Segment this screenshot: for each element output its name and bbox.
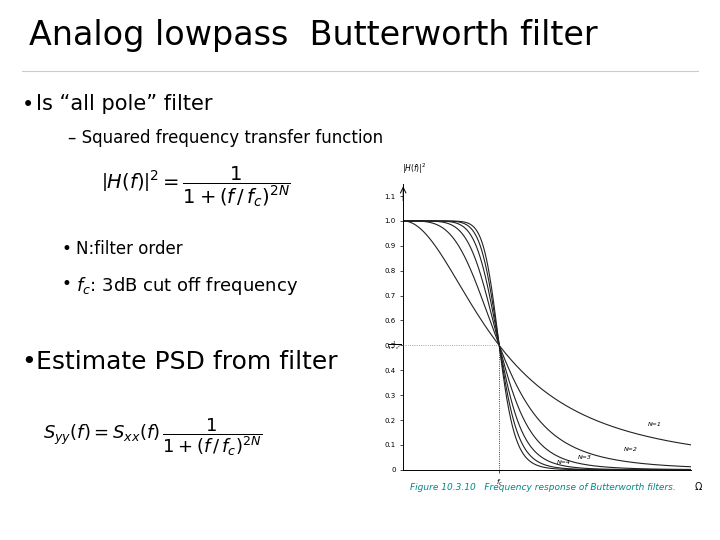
Text: Figure 10.3.10   Frequency response of Butterworth filters.: Figure 10.3.10 Frequency response of But… xyxy=(410,483,676,492)
Text: $|H(f)|^2$: $|H(f)|^2$ xyxy=(402,162,427,176)
Text: N:filter order: N:filter order xyxy=(76,240,182,258)
Text: N=3: N=3 xyxy=(578,455,592,460)
Text: $\left|H(f)\right|^2 = \dfrac{1}{1+\left(f\,/\,f_c\right)^{2N}}$: $\left|H(f)\right|^2 = \dfrac{1}{1+\left… xyxy=(101,164,291,209)
Text: Analog lowpass  Butterworth filter: Analog lowpass Butterworth filter xyxy=(29,19,598,52)
Text: N=2: N=2 xyxy=(624,447,638,453)
Text: •: • xyxy=(22,94,34,114)
Text: •: • xyxy=(61,240,71,258)
Text: •: • xyxy=(22,350,36,374)
Text: N=1: N=1 xyxy=(648,422,662,428)
Text: $f_c$: 3dB cut off frequency: $f_c$: 3dB cut off frequency xyxy=(76,275,297,298)
Text: $\Omega$: $\Omega$ xyxy=(694,480,703,492)
Text: $S_{yy}(f) = S_{xx}(f)\,\dfrac{1}{1+\left(f\,/\,f_c\right)^{2N}}$: $S_{yy}(f) = S_{xx}(f)\,\dfrac{1}{1+\lef… xyxy=(43,416,262,458)
Text: •: • xyxy=(61,275,71,293)
Text: N=4: N=4 xyxy=(557,460,571,465)
Text: $\frac{1}{1+\varepsilon^2}$: $\frac{1}{1+\varepsilon^2}$ xyxy=(387,339,401,352)
Text: Estimate PSD from filter: Estimate PSD from filter xyxy=(36,350,338,374)
Text: – Squared frequency transfer function: – Squared frequency transfer function xyxy=(68,129,384,146)
Text: Is “all pole” filter: Is “all pole” filter xyxy=(36,94,212,114)
